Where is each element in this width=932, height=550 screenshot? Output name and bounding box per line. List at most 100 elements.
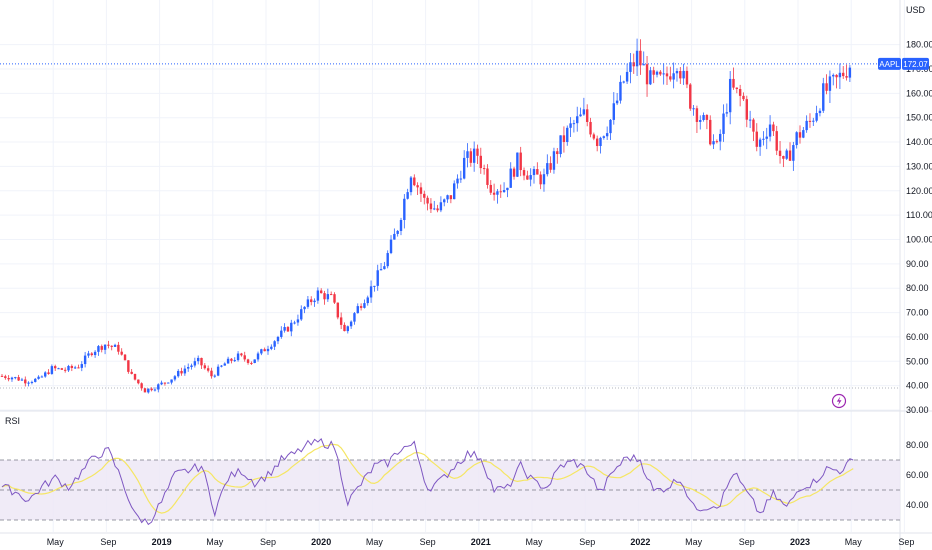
- candle: [80, 361, 83, 372]
- candle-body: [542, 174, 546, 185]
- candle: [639, 39, 642, 75]
- candle: [622, 80, 625, 84]
- candle-body: [20, 379, 24, 381]
- price-tick-label: 150.00: [906, 113, 932, 123]
- candle-body: [619, 81, 622, 101]
- candle: [715, 139, 719, 144]
- candle: [669, 66, 672, 82]
- candle: [792, 141, 795, 171]
- time-tick-label: May: [845, 537, 863, 547]
- candle-body: [539, 174, 542, 185]
- candle: [682, 63, 685, 85]
- candle-body: [170, 379, 173, 383]
- candle: [778, 140, 782, 164]
- candle: [223, 362, 226, 366]
- price-tick-label: 40.00: [906, 381, 929, 391]
- candle-body: [163, 382, 167, 384]
- candle-body: [87, 353, 90, 356]
- candle: [280, 326, 283, 339]
- candle: [37, 375, 40, 380]
- candle-body: [54, 366, 57, 369]
- time-tick-label: May: [366, 537, 384, 547]
- candle-body: [240, 353, 243, 356]
- candle-body: [147, 388, 150, 393]
- candle-body: [522, 170, 526, 176]
- candle: [519, 146, 522, 177]
- candle-body: [516, 152, 519, 177]
- symbol-price-badge[interactable]: AAPL 172.07: [878, 57, 929, 70]
- candle-body: [353, 313, 356, 322]
- candle: [449, 195, 453, 204]
- candle: [256, 351, 260, 362]
- candle: [705, 114, 709, 130]
- candle-body: [226, 358, 230, 364]
- candle-body: [270, 346, 273, 349]
- candle-body: [243, 355, 246, 360]
- candle-body: [832, 74, 835, 77]
- candle: [260, 348, 263, 356]
- candle-body: [702, 115, 705, 121]
- candle-body: [762, 138, 765, 140]
- candle: [293, 320, 296, 325]
- candle: [4, 374, 7, 380]
- candle: [466, 143, 469, 168]
- candle: [848, 65, 852, 83]
- lightning-icon[interactable]: [831, 393, 847, 409]
- candle-body: [320, 290, 323, 294]
- candle: [722, 104, 725, 142]
- candle: [100, 344, 103, 353]
- candle: [822, 77, 825, 113]
- candle: [389, 235, 393, 255]
- rsi-tick-label: 60.00: [906, 470, 929, 480]
- candle: [333, 292, 336, 305]
- candle: [326, 288, 330, 302]
- candle: [113, 343, 117, 348]
- candle-body: [433, 208, 436, 210]
- rsi-indicator-label[interactable]: RSI: [5, 416, 20, 426]
- candle-body: [472, 148, 476, 163]
- candle-body: [579, 114, 582, 117]
- candle: [266, 345, 270, 355]
- candle-body: [775, 131, 778, 151]
- candle: [482, 164, 486, 175]
- candle-body: [143, 388, 147, 393]
- candle-body: [549, 163, 552, 170]
- candle-body: [652, 70, 655, 75]
- candle: [642, 51, 645, 66]
- candle: [226, 356, 230, 364]
- candle: [732, 67, 735, 90]
- candle-body: [715, 141, 719, 143]
- candle: [546, 154, 549, 177]
- candle: [283, 323, 286, 333]
- candle: [190, 363, 193, 370]
- candle-body: [629, 62, 632, 72]
- candle: [725, 103, 729, 117]
- candle-body: [173, 376, 177, 380]
- candle: [602, 135, 606, 140]
- candle-body: [296, 319, 300, 323]
- candle-body: [60, 368, 64, 370]
- candle: [609, 119, 612, 141]
- candle-body: [449, 195, 453, 200]
- candle-body: [346, 326, 349, 332]
- candle-body: [4, 376, 7, 379]
- candle-body: [167, 382, 170, 384]
- candle: [719, 129, 722, 151]
- candle-body: [595, 138, 599, 147]
- candle: [246, 358, 250, 365]
- candle: [34, 377, 37, 383]
- candle-body: [812, 120, 815, 122]
- time-tick-label: Sep: [898, 537, 914, 547]
- candle: [462, 150, 466, 180]
- candle-body: [196, 357, 200, 362]
- candle-body: [675, 71, 679, 74]
- candle: [263, 347, 266, 352]
- candle: [150, 387, 153, 392]
- candle: [479, 147, 482, 174]
- candle: [782, 155, 785, 168]
- candle-body: [489, 184, 492, 193]
- candle: [522, 167, 526, 181]
- price-tick-label: 60.00: [906, 332, 929, 342]
